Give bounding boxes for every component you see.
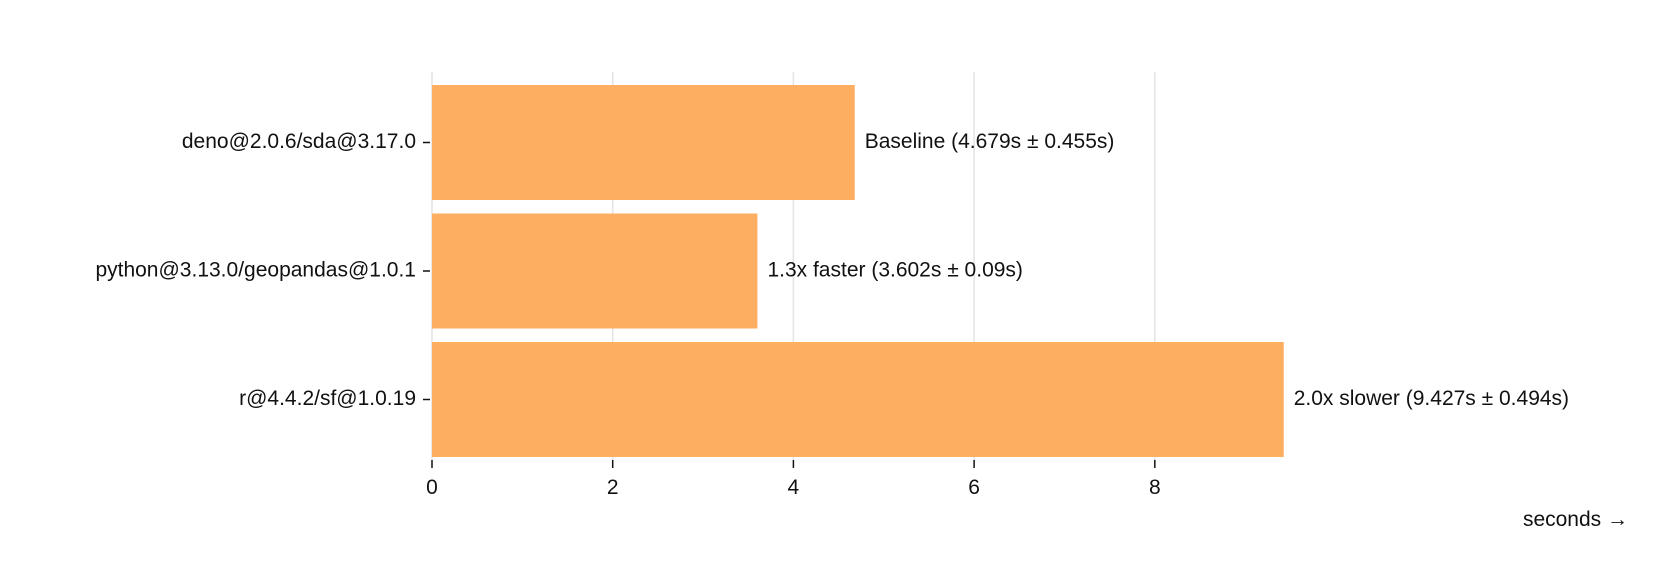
y-tick-label: r@4.4.2/sf@1.0.19	[239, 387, 416, 410]
y-axis: deno@2.0.6/sda@3.17.0 python@3.13.0/geopa…	[95, 130, 430, 410]
x-axis-title: seconds →	[1523, 508, 1628, 531]
bar-value-label: 2.0x slower (9.427s ± 0.494s)	[1294, 387, 1569, 410]
x-tick-label: 2	[607, 476, 619, 499]
y-tick-label: deno@2.0.6/sda@3.17.0	[182, 130, 416, 153]
x-tick-label: 4	[788, 476, 800, 499]
x-axis: 0 2 4 6 8	[426, 460, 1161, 499]
bar	[432, 213, 758, 329]
bar	[432, 85, 855, 200]
x-tick-label: 6	[968, 476, 980, 499]
x-tick-label: 0	[426, 476, 438, 499]
bar-layer: Baseline (4.679s ± 0.455s) 1.3x faster (3…	[432, 85, 1569, 457]
x-tick-label: 8	[1149, 476, 1161, 499]
bar	[432, 342, 1284, 457]
bar-value-label: 1.3x faster (3.602s ± 0.09s)	[767, 259, 1023, 282]
y-tick-label: python@3.13.0/geopandas@1.0.1	[95, 259, 416, 282]
bar-value-label: Baseline (4.679s ± 0.455s)	[865, 130, 1115, 153]
